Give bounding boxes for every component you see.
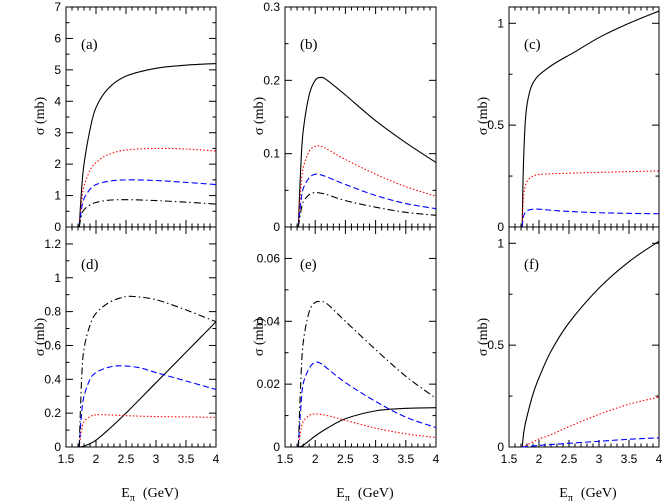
panel-f-xtick-label: 2 (536, 452, 543, 466)
panel-d-series-solid (79, 321, 217, 448)
panel-e-xtick-label: 3.5 (397, 452, 414, 466)
panel-d-xtick-label: 3.5 (178, 452, 195, 466)
x-axis-title-col2: Eπ (GeV) (336, 486, 394, 502)
panel-e-xtick-label: 2.5 (337, 452, 354, 466)
panel-d-xtick-label: 2.5 (118, 452, 135, 466)
x-axis-title-col1: Eπ (GeV) (121, 486, 179, 502)
panel-e-tag: (e) (300, 257, 317, 273)
x-axis-titles: Eπ (GeV) Eπ (GeV) Eπ (GeV) (121, 486, 617, 502)
panel-d-ytick-label: 0 (54, 440, 61, 454)
panel-a-ytick-label: 2 (54, 157, 61, 171)
panel-e-frame (284, 226, 437, 448)
panel-d-xtick-label: 2 (93, 452, 100, 466)
panel-d: 1.5 2 2.5 3 3.5 4 0 0.2 0.4 0.6 0.8 1 1.2 (d) (44, 226, 220, 466)
panel-d-ytick-label: 0.6 (44, 338, 61, 352)
panel-d-ytick-label: 0.8 (44, 305, 61, 319)
panel-c-series-solid (521, 10, 660, 228)
y-axis-title-b: σ (mb) (252, 97, 267, 136)
panel-f-ytick-label: 1 (497, 236, 504, 250)
panel-e-ytick-label: 0.02 (257, 377, 281, 391)
panel-c-ytick-label: 1 (497, 16, 504, 30)
panel-f-ytick-label: 0.5 (487, 338, 504, 352)
panel-b-series-dashdot (297, 191, 437, 228)
y-axis-titles: σ (mb) σ (mb) σ (mb) σ (mb) σ (mb) σ (mb… (33, 97, 491, 357)
panel-d-xtick-label: 1.5 (58, 452, 75, 466)
panel-d-tag: (d) (81, 257, 99, 273)
panel-a-series-dotted (78, 147, 217, 228)
panel-e-ytick-label: 0 (273, 440, 280, 454)
panel-a-series-solid (78, 63, 217, 228)
panel-c-series-dotted (521, 170, 660, 228)
panel-f-ytick-label: 0 (497, 440, 504, 454)
panel-e-xtick-label: 1.5 (277, 452, 294, 466)
panel-e-ytick-label: 0.06 (257, 251, 281, 265)
panel-c-ytick-label: 0.5 (487, 118, 504, 132)
panel-b-series-dashed (297, 173, 437, 228)
panel-d-ytick-label: 1 (54, 271, 61, 285)
panel-a-ytick-label: 0 (54, 220, 61, 234)
panels-layer: 0 1 2 3 4 5 6 7 (a) 0 0.1 0.2 0.3 (b) 0 0.5 1 (c) 1.5 2 2.5 3… (44, 0, 662, 466)
panel-d-ytick-label: 1.2 (44, 237, 61, 251)
panel-a-series-dashdot (78, 199, 217, 228)
panel-a-ytick-label: 3 (54, 126, 61, 140)
panel-f-xtick-label: 4 (656, 452, 663, 466)
panel-b-series-dotted (297, 145, 437, 228)
panel-d-ytick-label: 0.4 (44, 372, 61, 386)
panel-f-xtick-label: 1.5 (501, 452, 518, 466)
panel-a-ytick-label: 6 (54, 31, 61, 45)
panel-d-ytick-label: 0.2 (44, 406, 61, 420)
panel-b-ytick-label: 0.2 (263, 73, 280, 87)
panel-f-frame (508, 226, 660, 448)
panel-b-tag: (b) (300, 37, 318, 53)
panel-b: 0 0.1 0.2 0.3 (b) (263, 0, 437, 234)
panel-a-tag: (a) (81, 37, 98, 53)
y-axis-title-e: σ (mb) (252, 318, 267, 357)
panel-c-tag: (c) (524, 37, 541, 53)
panel-f-xtick-label: 3 (596, 452, 603, 466)
panel-b-ytick-label: 0.3 (263, 0, 280, 14)
panel-e-xtick-label: 4 (433, 452, 440, 466)
panel-c-ytick-label: 0 (497, 220, 504, 234)
panel-c: 0 0.5 1 (c) (487, 6, 660, 234)
panel-e-xtick-label: 2 (312, 452, 319, 466)
panel-a-series-dashed (78, 179, 217, 228)
panel-e-series-dashdot (297, 300, 437, 448)
panel-d-xtick-label: 3 (153, 452, 160, 466)
panel-a: 0 1 2 3 4 5 6 7 (a) (54, 0, 217, 234)
y-axis-title-a: σ (mb) (33, 97, 48, 136)
panel-f-series-dotted (521, 396, 660, 448)
panel-d-frame (65, 226, 217, 448)
panel-d-series-dashdot (78, 295, 217, 448)
panel-f-xtick-label: 2.5 (561, 452, 578, 466)
panel-d-series-dotted (78, 414, 217, 448)
panel-d-xtick-label: 4 (213, 452, 220, 466)
panel-a-ytick-label: 1 (54, 189, 61, 203)
panel-e-series-dashed (297, 361, 437, 448)
panel-a-ytick-label: 7 (54, 0, 61, 14)
panel-e-ytick-label: 0.04 (257, 314, 281, 328)
panel-d-series-dashed (78, 365, 217, 448)
panel-a-ytick-label: 4 (54, 94, 61, 108)
y-axis-title-c: σ (mb) (476, 97, 491, 136)
panel-e-xtick-label: 3 (372, 452, 379, 466)
panel-e-series-dotted (297, 413, 437, 448)
panel-f-xtick-label: 3.5 (621, 452, 638, 466)
panel-b-ytick-label: 0 (273, 220, 280, 234)
y-axis-title-d: σ (mb) (33, 318, 48, 357)
panel-c-series-dashed (521, 208, 660, 228)
y-axis-title-f: σ (mb) (476, 318, 491, 357)
panel-f-series-solid (521, 240, 660, 448)
x-axis-title-col3: Eπ (GeV) (559, 486, 617, 502)
panel-f-series-dashed (522, 437, 660, 448)
panel-a-ytick-label: 5 (54, 63, 61, 77)
panel-b-series-solid (297, 76, 437, 228)
panel-f: 1.5 2 2.5 3 3.5 4 0 0.5 1 (f) (487, 226, 663, 466)
panel-b-ytick-label: 0.1 (263, 147, 280, 161)
panel-e-series-solid (298, 407, 437, 448)
panel-f-tag: (f) (524, 257, 539, 273)
panel-e: 1.5 2 2.5 3 3.5 4 0 0.02 0.04 0.06 (e) (257, 226, 440, 466)
